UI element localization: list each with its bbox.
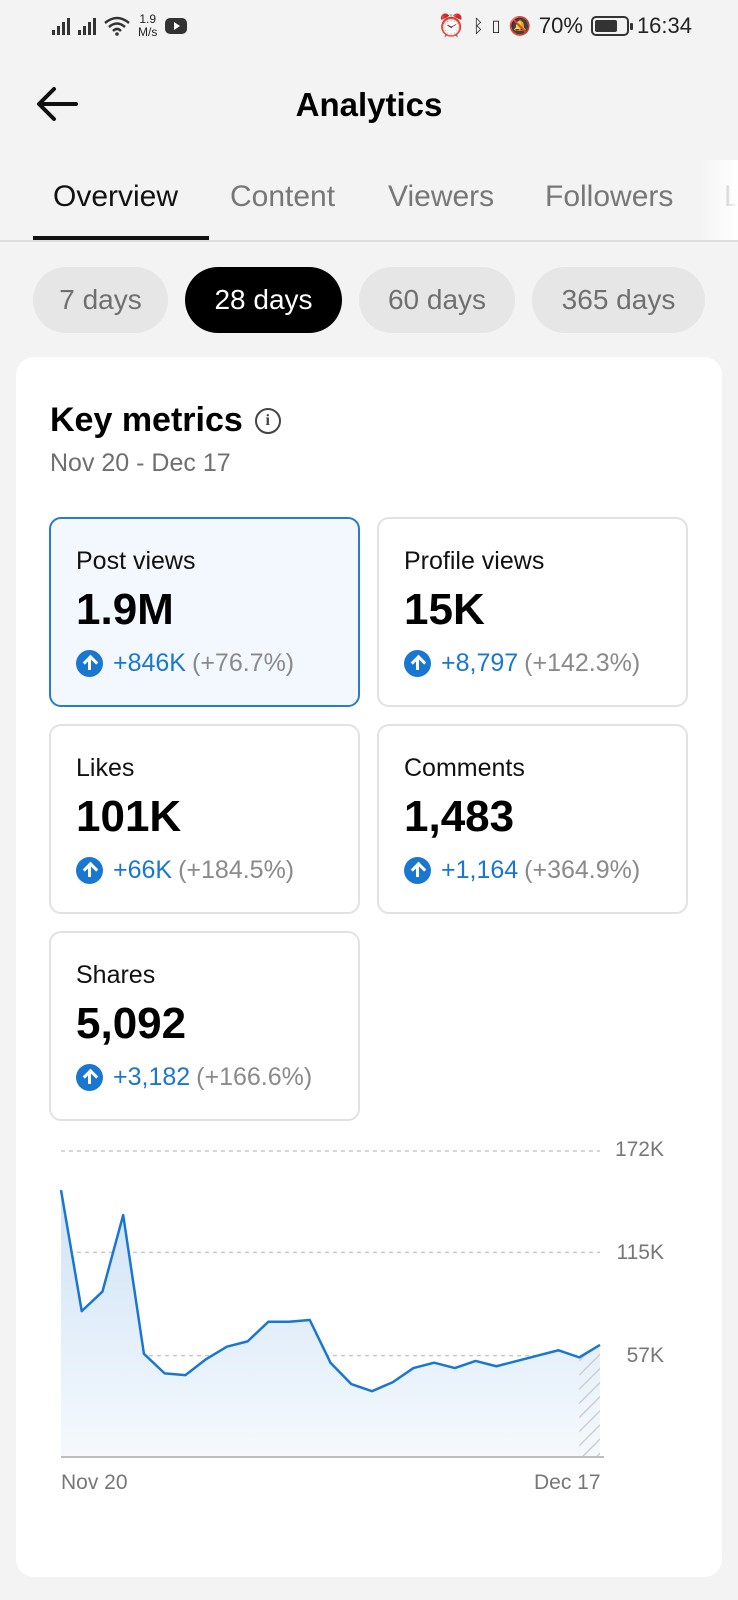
tab-content[interactable]: Content [230, 180, 336, 213]
metric-shares[interactable]: Shares 5,092 +3,182 (+166.6%) [49, 931, 360, 1121]
youtube-icon [165, 18, 188, 34]
tab-viewers[interactable]: Viewers [388, 180, 495, 213]
x-tick-label-start: Nov 20 [61, 1471, 128, 1494]
metric-delta: +1,164 [441, 856, 519, 884]
metric-label: Profile views [404, 547, 545, 575]
metric-delta: +66K [113, 856, 173, 884]
date-range-selector: 7 days 28 days 60 days 365 days [33, 267, 705, 333]
arrow-up-icon [76, 650, 103, 677]
metric-percent: (+166.6%) [196, 1063, 313, 1091]
metric-change: +1,164 (+364.9%) [404, 856, 640, 885]
arrow-up-icon [76, 1064, 103, 1091]
alarm-icon: ⏰ [437, 13, 465, 38]
app-header: Analytics [0, 70, 738, 140]
signal-icon-2 [78, 17, 96, 35]
metric-percent: (+364.9%) [524, 856, 641, 884]
arrow-up-icon [404, 650, 431, 677]
metric-delta: +3,182 [113, 1063, 191, 1091]
arrow-up-icon [404, 857, 431, 884]
series-line [59, 1189, 601, 1393]
metric-profile-views[interactable]: Profile views 15K +8,797 (+142.3%) [377, 517, 688, 707]
metric-label: Comments [404, 754, 525, 782]
y-tick-label: 172K [614, 1138, 664, 1161]
battery-icon [590, 16, 633, 36]
range-60-days[interactable]: 60 days [359, 267, 515, 333]
metric-value: 15K [404, 585, 485, 634]
metric-label: Post views [76, 547, 196, 575]
metric-post-views[interactable]: Post views 1.9M +846K (+76.7%) [49, 517, 360, 707]
metric-value: 101K [76, 792, 182, 841]
vibrate-icon: ▯ [491, 18, 501, 35]
back-arrow-icon[interactable] [34, 84, 80, 124]
metric-percent: (+184.5%) [178, 856, 295, 884]
tab-overview[interactable]: Overview [53, 180, 179, 213]
key-metrics-card: Key metrics i Nov 20 - Dec 17 Post views… [16, 357, 722, 1577]
range-365-days[interactable]: 365 days [532, 267, 705, 333]
tab-followers[interactable]: Followers [545, 180, 674, 213]
tabs-fade [698, 160, 738, 240]
partial-data-region [579, 1344, 600, 1457]
arrow-up-icon [76, 857, 103, 884]
page-title: Analytics [295, 86, 443, 123]
post-views-chart[interactable] [16, 1117, 722, 1517]
date-range-label: Nov 20 - Dec 17 [50, 449, 231, 477]
metric-label: Likes [76, 754, 135, 782]
clock: 16:34 [636, 13, 692, 38]
status-bar: 1.9 M/s ⏰ ᛒ ▯ 🔕 70% 16:34 [0, 0, 738, 52]
metric-label: Shares [76, 961, 156, 989]
x-tick-label-end: Dec 17 [534, 1471, 601, 1494]
metric-change: +8,797 (+142.3%) [404, 649, 640, 678]
range-28-days[interactable]: 28 days [185, 267, 342, 333]
metric-change: +66K (+184.5%) [76, 856, 294, 885]
wifi-icon [104, 16, 130, 36]
y-tick-label: 115K [616, 1241, 665, 1264]
metric-percent: (+142.3%) [524, 649, 641, 677]
metric-change: +846K (+76.7%) [76, 649, 294, 678]
metric-percent: (+76.7%) [192, 649, 295, 677]
metric-likes[interactable]: Likes 101K +66K (+184.5%) [49, 724, 360, 914]
metric-value: 1.9M [76, 585, 174, 634]
metric-comments[interactable]: Comments 1,483 +1,164 (+364.9%) [377, 724, 688, 914]
bluetooth-icon: ᛒ [472, 15, 484, 36]
metric-value: 1,483 [404, 792, 515, 841]
network-speed: 1.9 M/s [138, 12, 158, 39]
metric-change: +3,182 (+166.6%) [76, 1063, 312, 1092]
tab-active-indicator [33, 236, 209, 240]
key-metrics-heading: Key metrics i [50, 401, 281, 440]
battery-percent: 70% [538, 13, 583, 38]
metric-delta: +846K [113, 649, 186, 677]
metric-delta: +8,797 [441, 649, 519, 677]
info-icon[interactable]: i [254, 407, 281, 434]
signal-icon [52, 17, 70, 35]
tab-bar: Overview Content Viewers Followers L [0, 160, 738, 242]
range-7-days[interactable]: 7 days [33, 267, 168, 333]
metric-value: 5,092 [76, 999, 187, 1048]
y-tick-label: 57K [626, 1344, 664, 1367]
mute-icon: 🔕 [508, 15, 531, 36]
area-fill [61, 1190, 600, 1457]
